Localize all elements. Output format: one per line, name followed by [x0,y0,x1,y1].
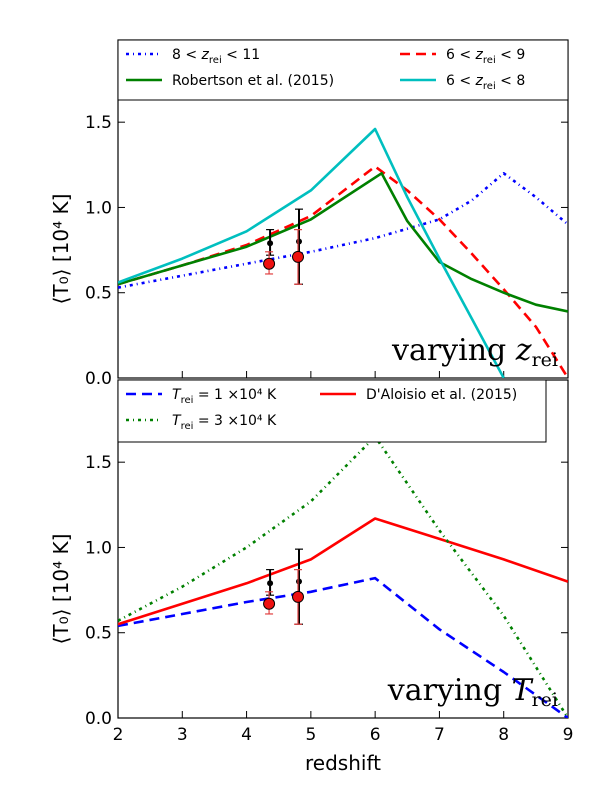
legend-text: Trei = 1 ×10⁴ K [172,387,277,406]
series-line [118,435,568,718]
y-axis: 0.0 0.5 1.0 1.5 [85,453,568,729]
y-tick-label: 0.5 [85,624,112,644]
top-panel: 0.0 0.5 1.0 1.5 ⟨T₀⟩ [10⁴ K] varying zrei 8 < … [49,39,569,389]
y-tick-label: 1.5 [85,113,112,133]
observations [263,208,304,285]
y-tick-label: 0.5 [85,284,112,304]
y-tick-label: 0.0 [85,369,112,389]
data-point [296,238,302,245]
series-group [118,127,568,378]
bottom-panel: 0.0 0.5 1.0 1.5 2 3 4 5 6 7 8 9 redshift ⟨T₀⟩ [10⁴ K]… [49,379,574,775]
y-axis-label: ⟨T₀⟩ [10⁴ K] [49,534,73,645]
y-tick-label: 0.0 [85,709,112,729]
y-axis: 0.0 0.5 1.0 1.5 [85,113,568,389]
data-point [292,250,304,263]
data-point [296,578,302,585]
series-group [118,435,568,718]
series-line [118,172,568,313]
x-tick-label: 7 [434,725,445,745]
legend-text: Trei = 3 ×10⁴ K [172,413,277,432]
x-tick-label: 6 [370,725,381,745]
legend-text: 6 < zrei < 9 [446,47,525,66]
legend-text: Robertson et al. (2015) [172,73,334,89]
x-tick-label: 3 [177,725,188,745]
legend: 8 < zrei < 11 Robertson et al. (2015) 6 < … [117,39,569,101]
panel-annotation: varying Trei [387,673,558,711]
series-line [118,172,568,289]
legend: Trei = 1 ×10⁴ K Trei = 3 ×10⁴ K D'Aloisio … [117,379,547,443]
data-point [267,580,274,587]
x-tick-label: 4 [241,725,252,745]
legend-text: 8 < zrei < 11 [172,47,260,66]
x-tick-label: 8 [498,725,509,745]
y-tick-label: 1.0 [85,538,112,558]
x-tick-label: 5 [305,725,316,745]
panel-annotation: varying zrei [391,333,558,371]
legend-text: 6 < zrei < 8 [446,73,525,92]
data-point [263,257,276,270]
data-point [267,240,274,247]
legend-text: D'Aloisio et al. (2015) [366,387,517,403]
y-tick-label: 1.5 [85,453,112,473]
legend-box [117,39,569,101]
data-point [292,590,304,603]
x-tick-label: 2 [113,725,124,745]
series-line [118,576,568,718]
x-tick-label: 9 [563,725,574,745]
y-axis-label: ⟨T₀⟩ [10⁴ K] [49,194,73,305]
data-point [263,597,276,610]
series-line [118,517,568,626]
x-axis-label: redshift [305,751,381,775]
series-line [118,127,505,378]
series-line [118,165,568,378]
legend-box [117,379,547,443]
y-tick-label: 1.0 [85,198,112,218]
observations [263,548,304,625]
